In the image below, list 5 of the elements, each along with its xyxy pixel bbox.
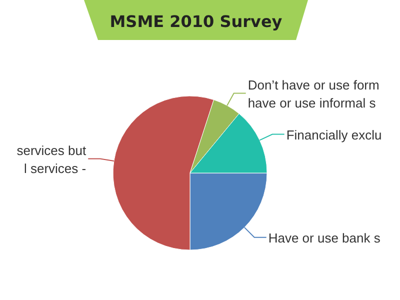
slice-label: services but l services - [16,142,86,176]
slice-label: Financially exclu [286,127,382,142]
slice-label: Don’t have or use form have or use informal s [248,77,380,110]
slice-label: Have or use bank s [268,230,381,246]
chart-title: MSME 2010 Survey [110,12,283,31]
